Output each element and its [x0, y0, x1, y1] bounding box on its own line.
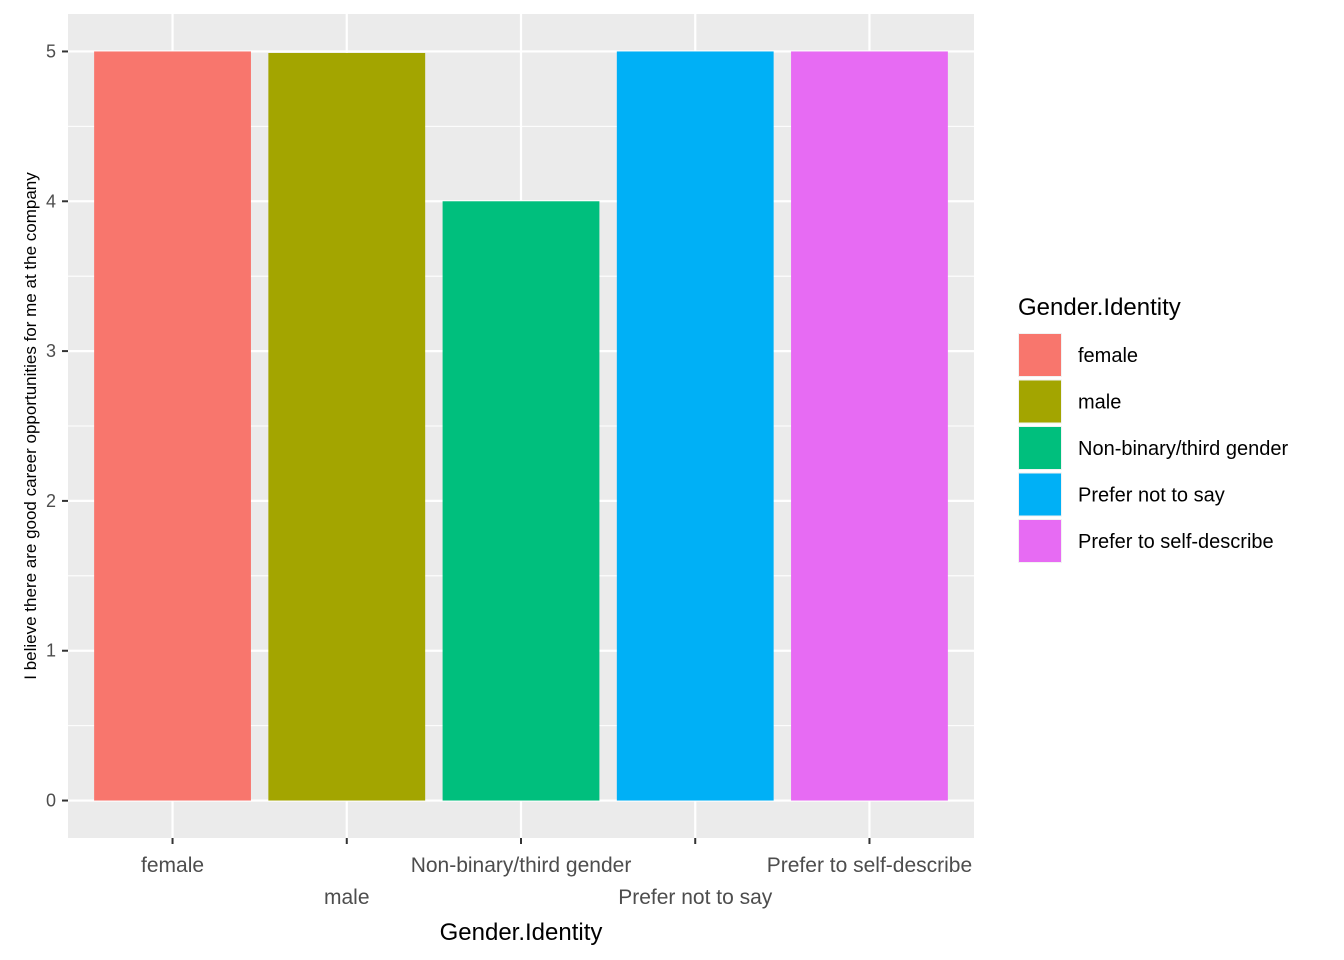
y-tick-label: 2	[46, 491, 56, 511]
legend-swatch	[1019, 473, 1061, 516]
x-tick-label: male	[324, 886, 370, 909]
legend-title: Gender.Identity	[1018, 294, 1181, 321]
bar-prefer-to-self-describe	[791, 51, 948, 801]
legend-swatch	[1019, 334, 1061, 376]
y-axis-title: I believe there are good career opportun…	[21, 172, 40, 680]
legend-label: Prefer not to say	[1078, 485, 1225, 507]
bar-female	[94, 51, 251, 801]
legend-label: Prefer to self-describe	[1078, 531, 1274, 553]
legend-swatch	[1019, 520, 1061, 562]
legend-label: Non-binary/third gender	[1078, 438, 1288, 460]
y-tick-label: 4	[46, 191, 56, 211]
bar-non-binary-third-gender	[442, 201, 600, 801]
bar-prefer-not-to-say	[616, 51, 774, 801]
bar-male	[268, 52, 426, 801]
y-tick-label: 3	[46, 341, 56, 361]
x-tick-label: Non-binary/third gender	[411, 854, 632, 877]
legend: Gender.Identity female male Non-binary/thi…	[1018, 294, 1288, 563]
bars	[94, 51, 948, 801]
y-tick-label: 5	[46, 41, 56, 61]
legend-label: female	[1078, 345, 1138, 367]
x-axis: female male Non-binary/third gender Prefer …	[141, 838, 972, 909]
y-axis: 0 1 2 3 4 5	[46, 41, 68, 811]
x-tick-label: female	[141, 854, 204, 877]
legend-swatch	[1019, 427, 1061, 469]
y-tick-label: 0	[46, 791, 56, 811]
x-axis-title: Gender.Identity	[440, 919, 603, 946]
legend-swatch	[1019, 380, 1061, 423]
x-tick-label: Prefer not to say	[618, 886, 773, 909]
legend-label: male	[1078, 392, 1121, 414]
y-tick-label: 1	[46, 641, 56, 661]
x-tick-label: Prefer to self-describe	[767, 854, 972, 877]
